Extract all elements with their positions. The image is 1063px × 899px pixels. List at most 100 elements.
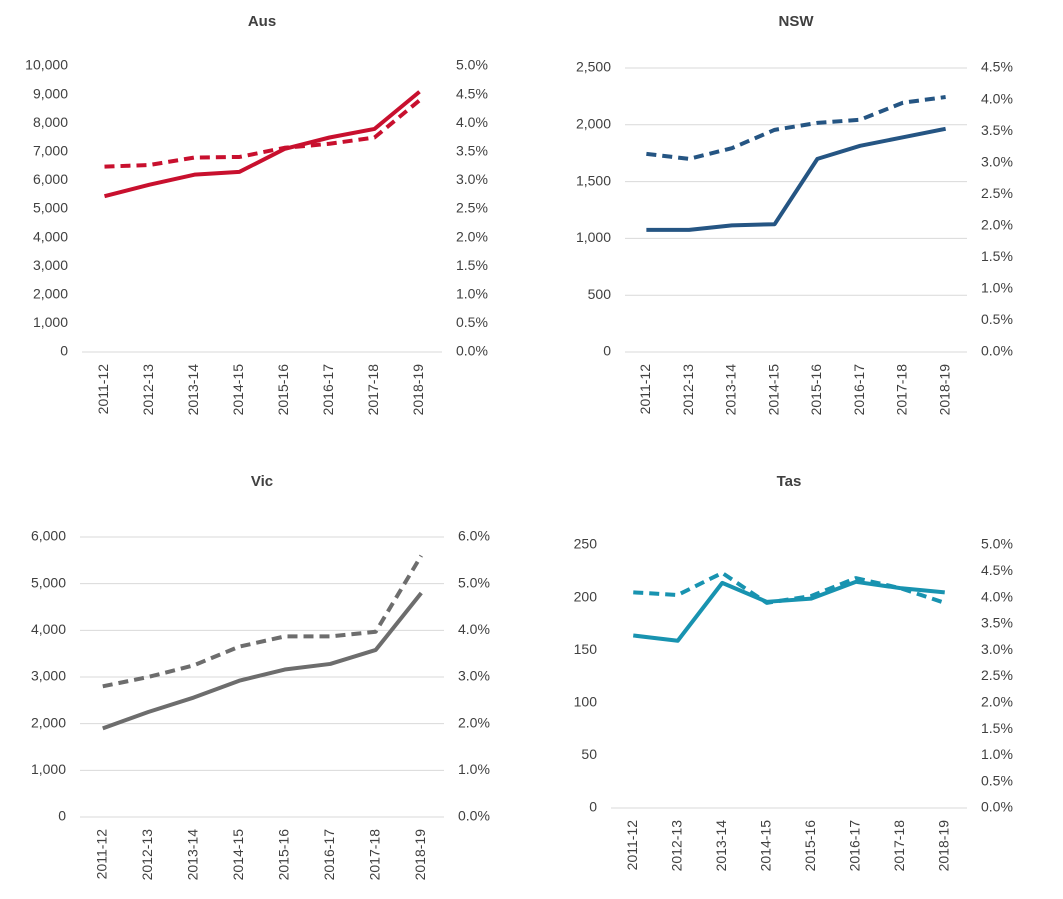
x-tick-label: 2018-19 bbox=[412, 829, 428, 881]
y2-tick-label: 0.0% bbox=[981, 799, 1013, 815]
y2-tick-label: 5.0% bbox=[456, 57, 488, 73]
y-tick-label: 9,000 bbox=[33, 85, 68, 101]
y2-tick-label: 1.0% bbox=[981, 280, 1013, 296]
chart-title: Vic bbox=[251, 473, 273, 490]
chart-title: Aus bbox=[248, 13, 276, 30]
series-line bbox=[646, 126, 947, 232]
series-line bbox=[646, 95, 946, 161]
chart-panel: Vic 0 1,000 2,000 3,000 4,000 5,000 6,000 0.0% 1.… bbox=[31, 473, 490, 880]
series-line bbox=[104, 90, 421, 199]
y2-tick-label: 4.5% bbox=[981, 59, 1013, 75]
x-tick-label: 2016-17 bbox=[851, 364, 867, 416]
x-tick-label: 2016-17 bbox=[320, 364, 336, 416]
series-line bbox=[104, 98, 421, 169]
y2-tick-label: 3.0% bbox=[981, 641, 1013, 657]
x-tick-label: 2013-14 bbox=[723, 364, 739, 416]
y2-tick-label: 2.0% bbox=[981, 694, 1013, 710]
y-tick-label: 150 bbox=[574, 641, 598, 657]
x-tick-label: 2017-18 bbox=[891, 820, 907, 872]
x-tick-label: 2011-12 bbox=[95, 364, 111, 415]
y2-tick-label: 2.5% bbox=[981, 667, 1013, 683]
y2-tick-label: 0.5% bbox=[981, 311, 1013, 327]
y2-tick-label: 3.0% bbox=[458, 668, 490, 684]
series-line bbox=[633, 570, 946, 605]
x-tick-label: 2012-13 bbox=[668, 820, 684, 872]
y-tick-label: 10,000 bbox=[25, 57, 68, 73]
y-tick-label: 0 bbox=[589, 799, 597, 815]
y2-tick-label: 3.5% bbox=[456, 143, 488, 159]
x-tick-label: 2015-16 bbox=[802, 820, 818, 872]
y-tick-label: 6,000 bbox=[33, 171, 68, 187]
y2-tick-label: 1.5% bbox=[456, 257, 488, 273]
chart-title: NSW bbox=[779, 13, 815, 30]
y-tick-label: 1,000 bbox=[576, 229, 611, 245]
x-tick-label: 2011-12 bbox=[624, 820, 640, 871]
y2-tick-label: 2.0% bbox=[456, 228, 488, 244]
y2-tick-label: 2.5% bbox=[981, 185, 1013, 201]
y-tick-label: 3,000 bbox=[31, 668, 66, 684]
y-tick-label: 0 bbox=[60, 343, 68, 359]
y2-tick-label: 4.0% bbox=[981, 90, 1013, 106]
y-tick-label: 4,000 bbox=[33, 228, 68, 244]
chart-panel: NSW 0 500 1,000 1,500 2,000 2,500 0.0% 0.5% 1.0% 1… bbox=[576, 13, 1013, 415]
x-tick-label: 2014-15 bbox=[757, 820, 773, 872]
y2-tick-label: 0.0% bbox=[981, 343, 1013, 359]
chart-panel: Aus 0 1,000 2,000 3,000 4,000 5,000 6,000 7,000 8… bbox=[25, 13, 488, 415]
y2-tick-label: 3.5% bbox=[981, 615, 1013, 631]
y2-tick-label: 1.0% bbox=[456, 286, 488, 302]
x-tick-label: 2013-14 bbox=[185, 364, 201, 416]
x-tick-label: 2016-17 bbox=[321, 829, 337, 881]
x-tick-label: 2018-19 bbox=[935, 820, 951, 872]
y2-tick-label: 3.5% bbox=[981, 122, 1013, 138]
y2-tick-label: 4.0% bbox=[456, 114, 488, 130]
y-tick-label: 500 bbox=[588, 286, 612, 302]
y-tick-label: 0 bbox=[603, 343, 611, 359]
y-tick-label: 7,000 bbox=[33, 143, 68, 159]
y-tick-label: 0 bbox=[58, 808, 66, 824]
x-tick-label: 2017-18 bbox=[366, 829, 382, 881]
y-tick-label: 5,000 bbox=[33, 200, 68, 216]
y2-tick-label: 1.5% bbox=[981, 248, 1013, 264]
y-tick-label: 2,500 bbox=[576, 59, 611, 75]
y-tick-label: 1,000 bbox=[33, 314, 68, 330]
y2-tick-label: 0.0% bbox=[456, 343, 488, 359]
y2-tick-label: 4.0% bbox=[458, 621, 490, 637]
y-tick-label: 4,000 bbox=[31, 621, 66, 637]
x-tick-label: 2015-16 bbox=[275, 829, 291, 881]
y2-tick-label: 6.0% bbox=[458, 528, 490, 544]
x-tick-label: 2015-16 bbox=[275, 364, 291, 416]
y-tick-label: 3,000 bbox=[33, 257, 68, 273]
series-line bbox=[102, 591, 423, 731]
x-tick-label: 2017-18 bbox=[365, 364, 381, 416]
y-tick-label: 250 bbox=[574, 536, 598, 552]
chart-panel: Tas 0 50 100 150 200 250 0.0% 0.5% 1.0% 1.5% 2.0% 2.… bbox=[574, 473, 1013, 871]
y-tick-label: 1,000 bbox=[31, 761, 66, 777]
y-tick-label: 8,000 bbox=[33, 114, 68, 130]
y-tick-label: 6,000 bbox=[31, 528, 66, 544]
y-tick-label: 2,000 bbox=[576, 116, 611, 132]
y2-tick-label: 3.0% bbox=[981, 153, 1013, 169]
chart-title: Tas bbox=[777, 473, 802, 490]
y2-tick-label: 4.5% bbox=[981, 562, 1013, 578]
y2-tick-label: 4.0% bbox=[981, 588, 1013, 604]
y2-tick-label: 5.0% bbox=[981, 536, 1013, 552]
x-tick-label: 2015-16 bbox=[808, 364, 824, 416]
x-tick-label: 2013-14 bbox=[713, 820, 729, 872]
y2-tick-label: 2.0% bbox=[458, 714, 490, 730]
y-tick-label: 2,000 bbox=[31, 714, 66, 730]
series-line bbox=[102, 554, 423, 689]
x-tick-label: 2011-12 bbox=[93, 829, 109, 880]
y2-tick-label: 5.0% bbox=[458, 574, 490, 590]
y2-tick-label: 2.5% bbox=[456, 200, 488, 216]
y2-tick-label: 1.0% bbox=[981, 746, 1013, 762]
x-tick-label: 2012-13 bbox=[140, 364, 156, 416]
y2-tick-label: 1.5% bbox=[981, 720, 1013, 736]
y2-tick-label: 3.0% bbox=[456, 171, 488, 187]
y-tick-label: 200 bbox=[574, 588, 598, 604]
series-line bbox=[633, 579, 945, 643]
x-tick-label: 2018-19 bbox=[410, 364, 426, 416]
y-tick-label: 1,500 bbox=[576, 172, 611, 188]
x-tick-label: 2018-19 bbox=[936, 364, 952, 416]
x-tick-label: 2011-12 bbox=[637, 364, 653, 415]
x-tick-label: 2014-15 bbox=[230, 829, 246, 881]
